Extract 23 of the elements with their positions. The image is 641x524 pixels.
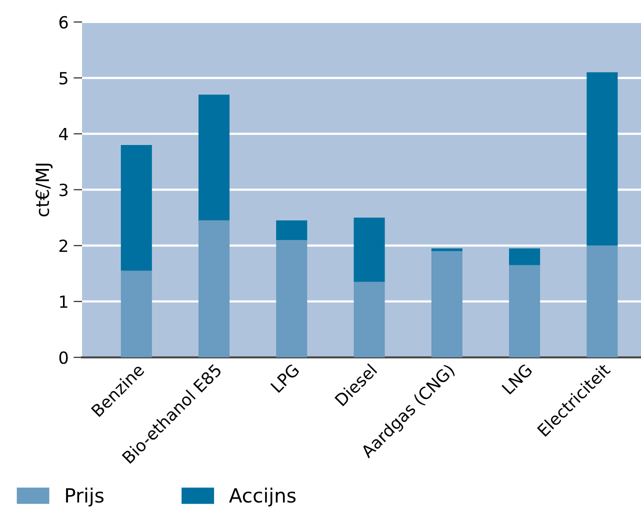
y-tick-label: 6 [59,16,68,29]
y-tick-label: 5 [60,72,68,84]
y-tick-label: 4 [59,128,68,140]
bar [354,218,385,282]
bar [120,144,152,271]
y-tick-label: 2 [59,240,68,252]
bar [354,282,385,358]
legend-label: Prijs [66,488,104,506]
bar [276,220,308,240]
bar [586,72,618,246]
bar [198,94,230,220]
bar [509,265,540,358]
y-tick-label: 3 [60,184,68,196]
legend-label: Accijns [229,488,296,506]
bar [198,220,230,358]
bar [586,246,618,358]
bar [120,270,152,358]
y-tick-label: 1 [60,296,68,308]
bar [509,248,540,266]
y-tick-label: 0 [59,351,68,364]
bar [276,240,308,358]
y-axis-title: ct€/MJ [36,164,53,216]
bar [431,251,462,358]
